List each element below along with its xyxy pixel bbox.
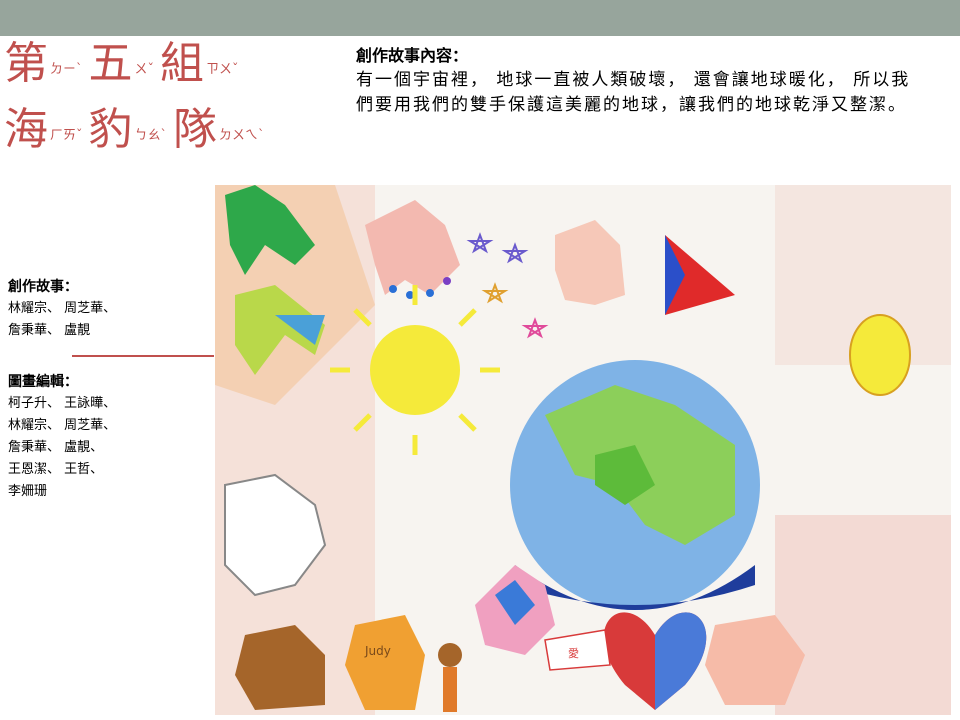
right-red-wash — [775, 515, 951, 715]
heart-icon — [603, 612, 707, 710]
team-char-2: 豹 — [88, 104, 139, 155]
top-banner — [0, 0, 960, 36]
title-char-3: 組 — [160, 38, 211, 89]
green-hand-icon — [225, 185, 315, 275]
pink-hand-icon — [365, 200, 460, 299]
zhuyin-1: ㄉㄧˋ — [50, 62, 83, 77]
title-char-2: 五 — [88, 38, 139, 89]
story-credits-names: 林耀宗、 周芝華、 詹秉華、 盧靚 — [8, 301, 117, 338]
earth-icon — [510, 360, 760, 610]
orange-hand-icon — [345, 615, 425, 710]
signature-text: Judy — [364, 644, 391, 658]
white-hand-icon — [224, 473, 327, 597]
crayon-drawing: 愛 Judy — [215, 185, 951, 715]
zhuyin-6: ㄉㄨㄟˋ — [219, 128, 265, 143]
story-heading: 創作故事內容： — [356, 46, 469, 65]
credits-divider — [72, 355, 214, 357]
title-char-1: 第 — [4, 38, 54, 89]
moon-icon — [849, 314, 911, 396]
heart-label-tag: 愛 — [544, 629, 611, 671]
child-figure-icon — [438, 643, 462, 712]
art-credits-names: 柯子升、 王詠曄、 林耀宗、 周芝華、 詹秉華、 盧靚、 王恩潔、 王哲、 李姍… — [8, 396, 117, 499]
zhuyin-3: ㄗㄨˇ — [206, 62, 239, 77]
story-credits-heading: 創作故事： — [8, 279, 78, 295]
story-credits: 創作故事： 林耀宗、 周芝華、 詹秉華、 盧靚 — [8, 276, 218, 342]
team-char-3: 隊 — [173, 104, 224, 155]
art-credits-heading: 圖畫編輯： — [8, 374, 78, 390]
pink-hand-bottom-icon — [705, 615, 805, 705]
stars-icon — [466, 232, 549, 339]
story-block: 創作故事內容： 有一個宇宙裡， 地球一直被人類破壞， 還會讓地球暖化， 所以我們… — [356, 44, 916, 118]
peach-hand-icon — [555, 220, 625, 305]
story-body: 有一個宇宙裡， 地球一直被人類破壞， 還會讓地球暖化， 所以我們要用我們的雙手保… — [356, 70, 911, 115]
rainbow-fan-icon — [475, 565, 555, 655]
team-char-1: 海 — [4, 104, 54, 155]
brown-hand-icon — [235, 625, 325, 710]
drawing-illustration: 愛 Judy — [215, 185, 951, 715]
zhuyin-5: ㄅㄠˋ — [134, 128, 168, 143]
triangle-flag-icon — [665, 235, 735, 315]
sun-icon — [330, 285, 500, 455]
zhuyin-2: ㄨˇ — [134, 62, 155, 77]
yellow-hand-icon — [235, 285, 325, 375]
heart-label: 愛 — [568, 647, 579, 660]
art-credits: 圖畫編輯： 柯子升、 王詠曄、 林耀宗、 周芝華、 詹秉華、 盧靚、 王恩潔、 … — [8, 371, 218, 503]
slide-title-team: 海ㄏㄞˇ 豹ㄅㄠˋ 隊ㄉㄨㄟˋ — [4, 104, 271, 156]
zhuyin-4: ㄏㄞˇ — [50, 128, 83, 143]
slide-title-group: 第ㄉㄧˋ 五ㄨˇ 組ㄗㄨˇ — [4, 38, 245, 90]
